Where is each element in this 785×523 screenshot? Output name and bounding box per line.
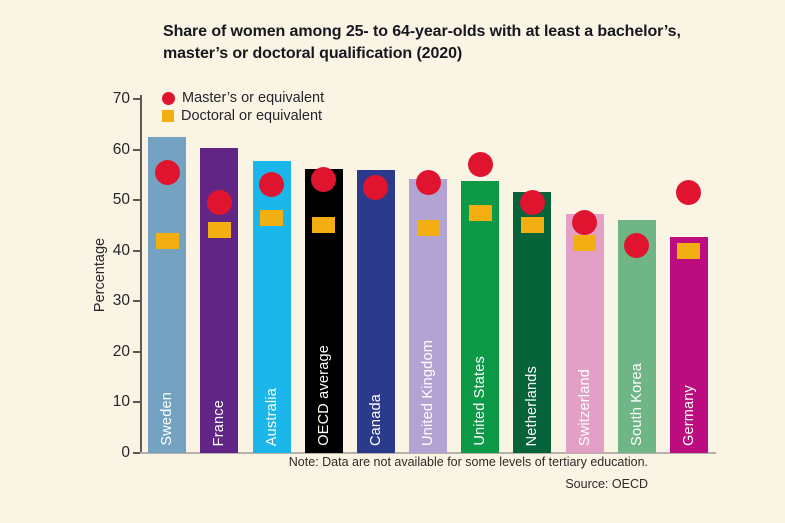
y-tick-30 — [133, 300, 140, 303]
bar-label-switzerland: Switzerland — [576, 368, 593, 446]
chart-title: Share of women among 25- to 64-year-olds… — [163, 21, 703, 65]
masters-marker-south-korea — [624, 233, 650, 259]
legend: Master’s or equivalent Doctoral or equiv… — [162, 89, 324, 125]
y-tick-20 — [133, 350, 140, 353]
y-tick-0 — [133, 452, 140, 454]
bar-switzerland: Switzerland — [565, 213, 604, 453]
bar-label-australia: Australia — [263, 387, 280, 446]
masters-marker-australia — [259, 172, 285, 198]
bar-australia: Australia — [252, 160, 291, 453]
y-tick-label-0: 0 — [121, 444, 130, 461]
chart-source: Source: OECD — [565, 477, 648, 491]
bar-canada: Canada — [356, 170, 395, 453]
bar-south-korea: South Korea — [617, 220, 656, 453]
y-tick-label-30: 30 — [112, 292, 130, 310]
y-tick-10 — [133, 401, 140, 404]
doctoral-square-icon — [162, 110, 174, 122]
chart-title-line2: master’s or doctoral qualification (2020… — [163, 45, 463, 62]
legend-label-doctoral: Doctoral or equivalent — [181, 108, 323, 124]
doctoral-marker-netherlands — [520, 217, 544, 234]
masters-marker-oecd-average — [311, 167, 337, 193]
bar-label-united-states: United States — [472, 356, 489, 446]
y-axis-line — [140, 95, 142, 453]
y-tick-40 — [133, 249, 140, 252]
masters-marker-netherlands — [519, 190, 545, 216]
y-tick-label-10: 10 — [112, 393, 130, 411]
bar-label-netherlands: Netherlands — [524, 365, 541, 446]
bar-germany: Germany — [669, 237, 708, 453]
doctoral-marker-australia — [260, 209, 284, 226]
bar-oecd-average: OECD average — [304, 168, 343, 453]
bar-label-sweden: Sweden — [159, 392, 176, 446]
bar-label-canada: Canada — [367, 393, 384, 446]
y-tick-label-70: 70 — [112, 90, 130, 107]
bar-label-oecd-average: OECD average — [315, 345, 332, 446]
chart-title-line1: Share of women among 25- to 64-year-olds… — [163, 23, 681, 40]
masters-marker-germany — [676, 180, 702, 206]
y-tick-label-20: 20 — [112, 342, 130, 360]
doctoral-marker-united-kingdom — [416, 219, 440, 236]
y-axis-title: Percentage — [92, 237, 108, 313]
doctoral-marker-sweden — [155, 232, 179, 249]
bar-netherlands: Netherlands — [513, 192, 552, 453]
y-tick-50 — [133, 199, 140, 202]
bar-united-states: United States — [461, 180, 500, 453]
y-tick-70 — [133, 98, 140, 100]
masters-circle-icon — [162, 91, 175, 105]
masters-marker-switzerland — [572, 210, 597, 236]
bar-label-germany: Germany — [680, 384, 697, 446]
masters-marker-sweden — [154, 159, 180, 185]
doctoral-marker-oecd-average — [312, 217, 336, 234]
x-axis-baseline — [140, 452, 716, 454]
bar-label-united-kingdom: United Kingdom — [420, 340, 437, 446]
doctoral-marker-germany — [677, 242, 701, 259]
y-tick-label-50: 50 — [112, 191, 130, 209]
masters-marker-united-kingdom — [415, 169, 441, 195]
doctoral-marker-united-states — [468, 204, 492, 221]
legend-item-doctoral: Doctoral or equivalent — [162, 107, 324, 125]
bar-sweden: Sweden — [148, 136, 187, 453]
legend-label-masters: Master’s or equivalent — [182, 90, 325, 106]
y-tick-60 — [133, 148, 140, 151]
doctoral-marker-switzerland — [573, 235, 596, 252]
y-tick-label-60: 60 — [112, 140, 130, 158]
chart-note: Note: Data are not available for some le… — [288, 455, 648, 469]
bar-label-south-korea: South Korea — [628, 363, 645, 446]
y-tick-label-40: 40 — [112, 241, 130, 259]
doctoral-marker-france — [207, 222, 231, 239]
bar-label-france: France — [211, 399, 228, 446]
legend-item-masters: Master’s or equivalent — [162, 89, 324, 107]
masters-marker-canada — [363, 175, 389, 200]
masters-marker-france — [206, 190, 232, 216]
masters-marker-united-states — [467, 152, 493, 178]
